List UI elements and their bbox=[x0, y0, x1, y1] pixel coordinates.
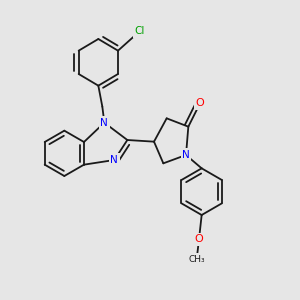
Text: O: O bbox=[196, 98, 204, 108]
Text: N: N bbox=[100, 118, 108, 128]
Text: N: N bbox=[110, 155, 118, 165]
Text: Cl: Cl bbox=[135, 26, 145, 36]
Text: N: N bbox=[182, 150, 190, 160]
Text: O: O bbox=[195, 234, 203, 244]
Text: CH₃: CH₃ bbox=[188, 255, 205, 264]
